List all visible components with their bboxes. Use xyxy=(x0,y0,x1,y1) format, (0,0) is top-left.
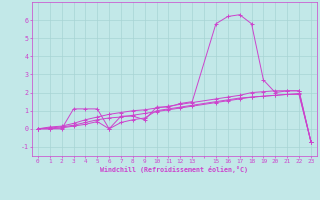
X-axis label: Windchill (Refroidissement éolien,°C): Windchill (Refroidissement éolien,°C) xyxy=(100,166,248,173)
